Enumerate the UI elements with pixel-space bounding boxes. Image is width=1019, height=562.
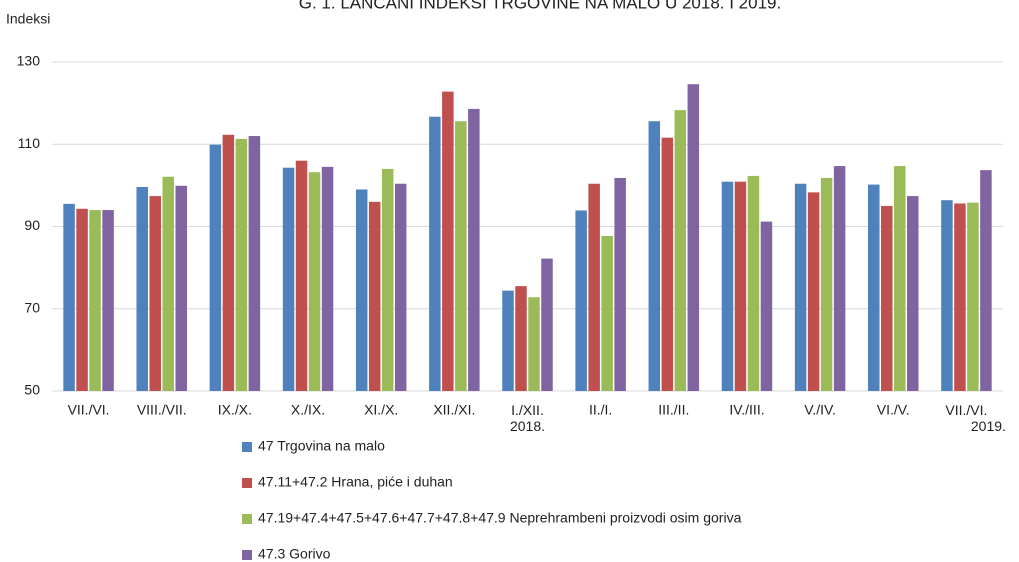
bar [502, 290, 514, 391]
bar [248, 136, 261, 391]
bar [907, 196, 919, 391]
bar [687, 84, 700, 392]
y-tick-label: 130 [17, 53, 41, 69]
bar [89, 210, 101, 391]
x-tick-label: VII./VI. [68, 402, 110, 418]
bar [980, 170, 992, 391]
x-tick-label: V./IV. [804, 402, 836, 418]
bar [648, 121, 661, 391]
bar [468, 108, 480, 391]
bar [721, 181, 734, 391]
bar [833, 166, 846, 391]
bar [455, 121, 467, 391]
x-tick-label: IX./X. [218, 402, 252, 418]
bar [881, 205, 893, 391]
bar [528, 297, 540, 391]
bar [954, 203, 966, 391]
legend-swatch [242, 550, 252, 560]
legend-label: 47.11+47.2 Hrana, piće i duhan [258, 474, 453, 490]
x-tick-label: IV./III. [729, 402, 764, 418]
bar [282, 167, 295, 391]
bar [541, 258, 553, 391]
bar [734, 181, 747, 391]
bar [794, 183, 807, 391]
bar [868, 184, 880, 391]
bar [601, 235, 613, 391]
x-tick-label: VIII./VII. [137, 402, 187, 418]
bar [136, 187, 148, 391]
bar [368, 201, 381, 391]
legend-label: 47 Trgovina na malo [258, 438, 385, 454]
bar [941, 200, 953, 391]
y-axis-label: Indeksi [6, 11, 50, 27]
bar [295, 160, 308, 391]
y-tick-label: 50 [24, 382, 40, 398]
bar [175, 185, 187, 391]
y-tick-label: 110 [18, 135, 41, 151]
bar [355, 189, 368, 391]
bar [967, 202, 979, 391]
legend-label: 47.3 Gorivo [258, 546, 331, 562]
bar [162, 176, 174, 391]
bar [102, 210, 114, 391]
bar [308, 172, 321, 391]
bar [63, 203, 75, 391]
bar [321, 166, 334, 391]
bar [76, 208, 88, 391]
bar [894, 166, 906, 391]
x-tick-label: II./I. [589, 402, 612, 418]
bar [149, 196, 161, 391]
bar [760, 221, 773, 391]
y-tick-label: 70 [24, 299, 40, 315]
bar [442, 91, 454, 392]
x-tick-label: VII./VI. 2019. [945, 402, 1006, 434]
bar [674, 110, 687, 392]
legend-swatch [242, 514, 252, 524]
bar [807, 192, 820, 391]
bar [394, 183, 407, 391]
chart-title: G. 1. LANČANI INDEKSI TRGOVINE NA MALO U… [299, 0, 781, 12]
bar [429, 116, 441, 391]
x-tick-label: III./II. [658, 402, 689, 418]
bar [661, 137, 674, 391]
y-tick-label: 90 [24, 217, 40, 233]
bar [222, 134, 235, 391]
x-tick-label: X./IX. [291, 402, 325, 418]
bar [381, 168, 394, 391]
bar [209, 144, 222, 391]
legend-swatch [242, 442, 252, 452]
x-tick-label: I./XII. 2018. [510, 402, 545, 434]
bar [515, 286, 527, 391]
bar [235, 138, 248, 391]
x-tick-label: XI./X. [364, 402, 398, 418]
bar [588, 183, 600, 391]
legend-swatch [242, 478, 252, 488]
bar [747, 175, 760, 391]
bar [575, 210, 587, 391]
x-tick-label: XII./XI. [433, 402, 475, 418]
x-tick-label: VI./V. [877, 402, 910, 418]
bar [820, 177, 833, 391]
bar [614, 177, 626, 391]
legend-label: 47.19+47.4+47.5+47.6+47.7+47.8+47.9 Nepr… [258, 510, 742, 526]
